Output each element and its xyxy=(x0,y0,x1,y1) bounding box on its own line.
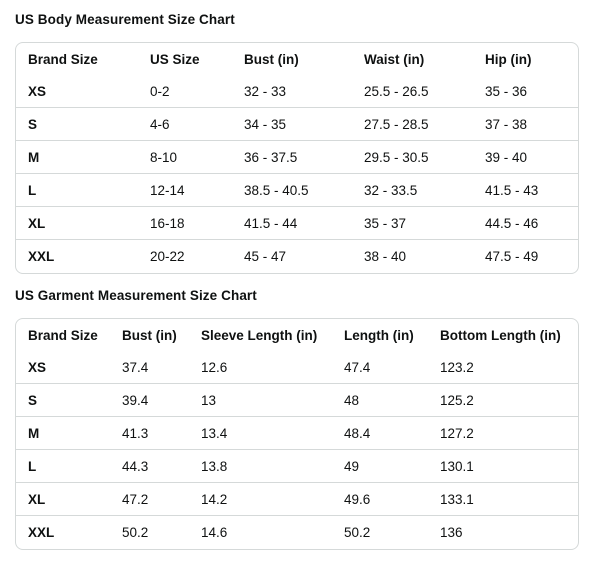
measurement-cell: 50.2 xyxy=(344,515,440,548)
measurement-cell: 133.1 xyxy=(440,482,578,516)
size-label-cell: L xyxy=(16,449,122,483)
measurement-cell: 16-18 xyxy=(150,206,244,240)
measurement-cell: 41.5 - 43 xyxy=(485,173,578,207)
measurement-cell: 32 - 33 xyxy=(244,83,287,99)
size-label-cell: S xyxy=(16,107,150,141)
table-header-row: Brand Size Bust (in) Sleeve Length (in) … xyxy=(16,319,578,351)
measurement-cell: 14.2 xyxy=(201,482,344,516)
header-cell: Waist (in) xyxy=(364,51,425,67)
measurement-cell: 12-14 xyxy=(150,173,244,207)
measurement-cell: 32 - 33.5 xyxy=(364,173,485,207)
measurement-cell: 125.2 xyxy=(440,383,578,417)
header-cell: US Size xyxy=(150,51,200,67)
measurement-cell: 35 - 37 xyxy=(364,206,485,240)
table-row: XL 47.2 14.2 49.6 133.1 xyxy=(16,482,578,516)
measurement-cell: 41.5 - 44 xyxy=(244,206,364,240)
measurement-cell: 49.6 xyxy=(344,482,440,516)
measurement-cell: 47.5 - 49 xyxy=(485,239,578,272)
measurement-cell: 41.3 xyxy=(122,416,201,450)
measurement-cell: 0-2 xyxy=(150,83,170,99)
measurement-cell: 39.4 xyxy=(122,383,201,417)
measurement-cell: 38.5 - 40.5 xyxy=(244,173,364,207)
size-label-cell: XXL xyxy=(16,515,122,548)
size-label-cell: XL xyxy=(16,482,122,516)
header-cell: Bust (in) xyxy=(122,327,177,343)
measurement-cell: 130.1 xyxy=(440,449,578,483)
measurement-cell: 48 xyxy=(344,383,440,417)
size-label-cell: M xyxy=(16,140,150,174)
measurement-cell: 27.5 - 28.5 xyxy=(364,107,485,141)
garment-measurement-table: Brand Size Bust (in) Sleeve Length (in) … xyxy=(15,318,579,550)
measurement-cell: 37 - 38 xyxy=(485,107,578,141)
measurement-cell: 136 xyxy=(440,515,578,548)
header-cell: Bottom Length (in) xyxy=(440,327,561,343)
measurement-cell: 39 - 40 xyxy=(485,140,578,174)
measurement-cell: 37.4 xyxy=(122,359,149,375)
measurement-cell: 44.3 xyxy=(122,449,201,483)
measurement-cell: 48.4 xyxy=(344,416,440,450)
measurement-cell: 45 - 47 xyxy=(244,239,364,272)
table-header-row: Brand Size US Size Bust (in) Waist (in) … xyxy=(16,43,578,75)
measurement-cell: 13 xyxy=(201,383,344,417)
header-cell: Length (in) xyxy=(344,327,414,343)
table-row: XS 37.4 12.6 47.4 123.2 xyxy=(16,351,578,384)
measurement-cell: 4-6 xyxy=(150,107,244,141)
size-label-cell: XL xyxy=(16,206,150,240)
measurement-cell: 12.6 xyxy=(201,359,228,375)
measurement-cell: 35 - 36 xyxy=(485,83,528,99)
measurement-cell: 13.4 xyxy=(201,416,344,450)
table-row: XXL 20-22 45 - 47 38 - 40 47.5 - 49 xyxy=(16,239,578,272)
table-row: XXL 50.2 14.6 50.2 136 xyxy=(16,515,578,548)
body-chart-title: US Body Measurement Size Chart xyxy=(15,12,235,27)
measurement-cell: 50.2 xyxy=(122,515,201,548)
table-row: M 41.3 13.4 48.4 127.2 xyxy=(16,416,578,450)
measurement-cell: 49 xyxy=(344,449,440,483)
table-row: S 4-6 34 - 35 27.5 - 28.5 37 - 38 xyxy=(16,107,578,141)
table-row: L 44.3 13.8 49 130.1 xyxy=(16,449,578,483)
measurement-cell: 47.2 xyxy=(122,482,201,516)
measurement-cell: 44.5 - 46 xyxy=(485,206,578,240)
table-row: L 12-14 38.5 - 40.5 32 - 33.5 41.5 - 43 xyxy=(16,173,578,207)
table-row: XL 16-18 41.5 - 44 35 - 37 44.5 - 46 xyxy=(16,206,578,240)
header-cell: Brand Size xyxy=(28,51,98,67)
header-cell: Sleeve Length (in) xyxy=(201,327,318,343)
header-cell: Brand Size xyxy=(28,327,98,343)
table-row: XS 0-2 32 - 33 25.5 - 26.5 35 - 36 xyxy=(16,75,578,108)
body-measurement-table: Brand Size US Size Bust (in) Waist (in) … xyxy=(15,42,579,274)
measurement-cell: 14.6 xyxy=(201,515,344,548)
size-label-cell: L xyxy=(16,173,150,207)
size-label-cell: XXL xyxy=(16,239,150,272)
size-label-cell: M xyxy=(16,416,122,450)
measurement-cell: 8-10 xyxy=(150,140,244,174)
header-cell: Hip (in) xyxy=(485,51,532,67)
table-row: M 8-10 36 - 37.5 29.5 - 30.5 39 - 40 xyxy=(16,140,578,174)
measurement-cell: 13.8 xyxy=(201,449,344,483)
size-label-cell: S xyxy=(16,383,122,417)
measurement-cell: 20-22 xyxy=(150,239,244,272)
measurement-cell: 25.5 - 26.5 xyxy=(364,83,429,99)
table-row: S 39.4 13 48 125.2 xyxy=(16,383,578,417)
measurement-cell: 38 - 40 xyxy=(364,239,485,272)
measurement-cell: 127.2 xyxy=(440,416,578,450)
measurement-cell: 34 - 35 xyxy=(244,107,364,141)
size-label-cell: XS xyxy=(28,359,47,375)
garment-chart-title: US Garment Measurement Size Chart xyxy=(15,288,257,303)
measurement-cell: 47.4 xyxy=(344,359,371,375)
measurement-cell: 36 - 37.5 xyxy=(244,140,364,174)
measurement-cell: 29.5 - 30.5 xyxy=(364,140,485,174)
measurement-cell: 123.2 xyxy=(440,359,474,375)
size-label-cell: XS xyxy=(28,83,47,99)
header-cell: Bust (in) xyxy=(244,51,299,67)
